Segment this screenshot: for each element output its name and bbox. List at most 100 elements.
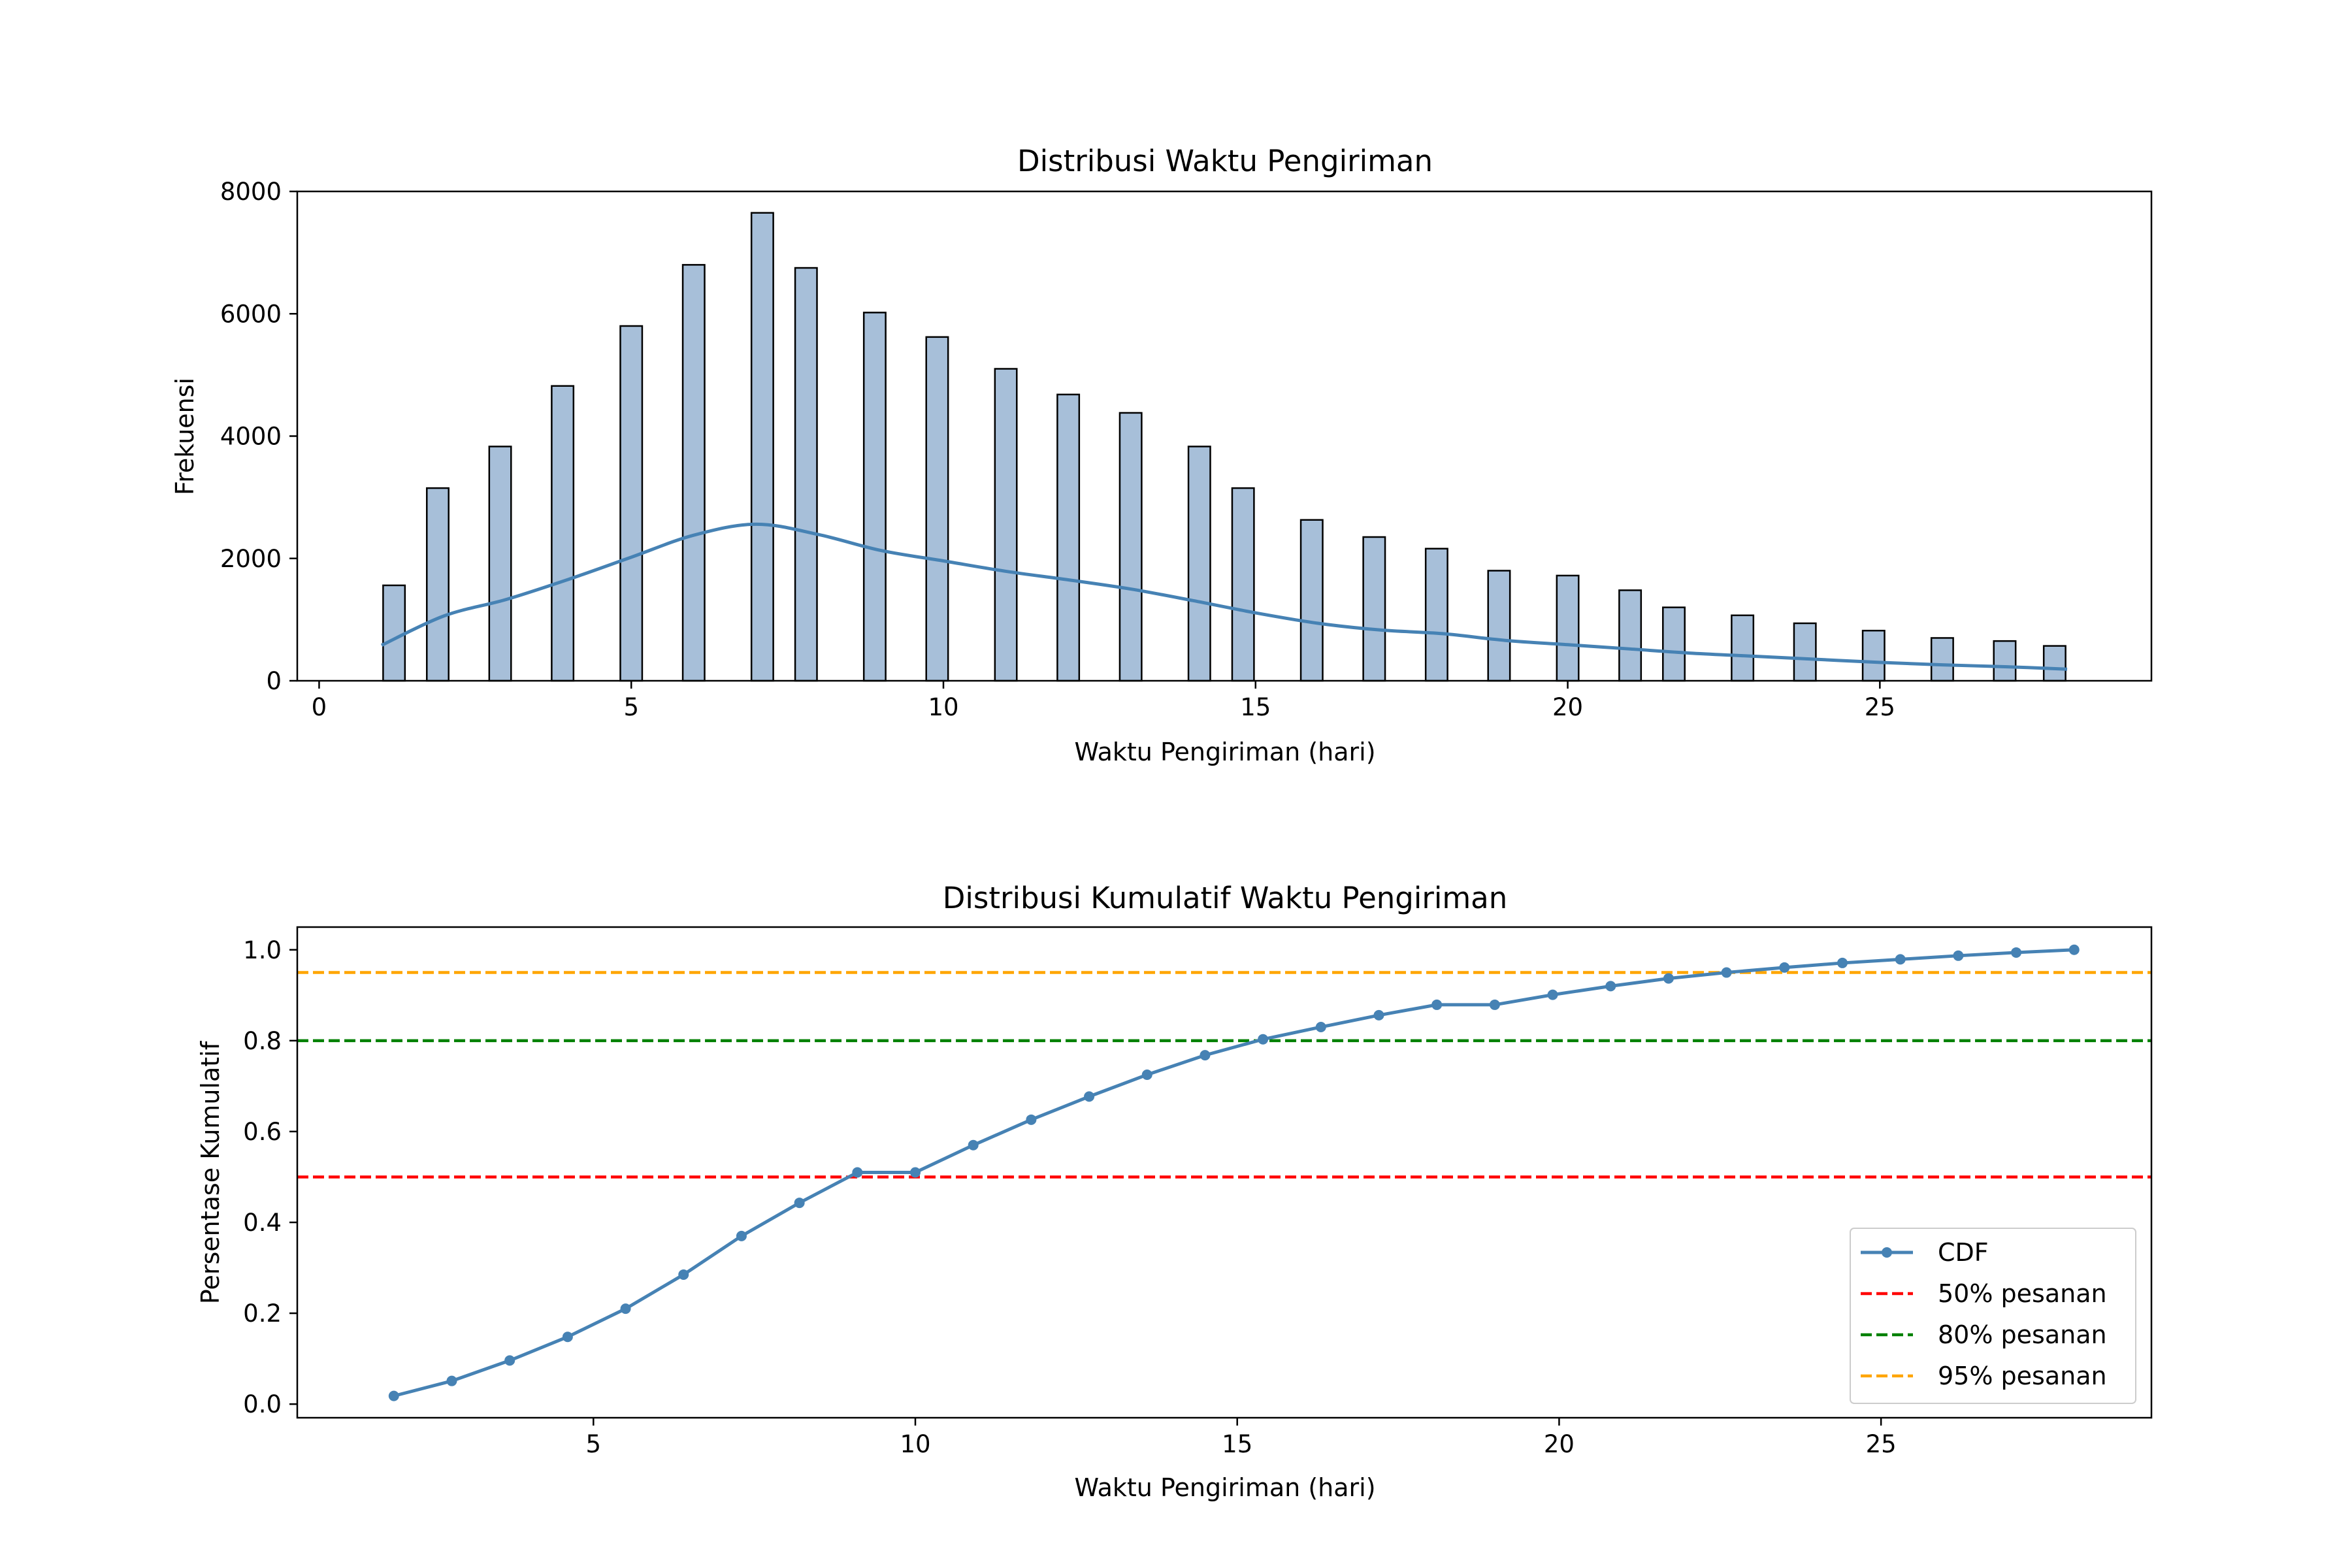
y-tick-label: 6000 [220, 300, 282, 328]
histogram-bar [382, 584, 406, 682]
cdf-title: Distribusi Kumulatif Waktu Pengiriman [943, 881, 1508, 915]
cdf-point [1084, 1091, 1095, 1102]
cdf-point [1663, 973, 1674, 984]
histogram-x-axis-label: Waktu Pengiriman (hari) [1074, 738, 1375, 766]
y-tick-label: 2000 [220, 545, 282, 573]
histogram-bar [1861, 629, 1886, 682]
cdf-point [1315, 1021, 1326, 1032]
cdf-point [1200, 1050, 1211, 1061]
cdf-point [968, 1139, 979, 1151]
cdf-point [1026, 1114, 1037, 1125]
cdf-plot-frame [296, 926, 2153, 1419]
cdf-point [1489, 999, 1500, 1010]
y-tick-label: 8000 [220, 178, 282, 206]
histogram-bar [1231, 487, 1255, 682]
cdf-point [504, 1355, 515, 1366]
y-tick-label: 0.8 [243, 1027, 282, 1055]
cdf-y-ticks: 0.0 0.2 0.4 0.6 0.8 1.0 [243, 936, 297, 1418]
histogram-bar [862, 312, 887, 682]
cdf-point [1837, 957, 1848, 968]
cdf-point [1895, 954, 1906, 965]
cdf-point [562, 1331, 573, 1343]
legend-box [1850, 1228, 2136, 1404]
legend-label: 80% pesanan [1938, 1320, 2107, 1349]
histogram-bar [1556, 574, 1580, 682]
x-tick-label: 25 [1865, 693, 1895, 721]
histogram-bar [2042, 645, 2066, 682]
cdf-x-axis-label: Waktu Pengiriman (hari) [1074, 1473, 1375, 1502]
legend-marker [1882, 1247, 1892, 1258]
cdf-point [1431, 999, 1443, 1010]
histogram-bar [1993, 640, 2017, 682]
histogram-bar [551, 385, 575, 682]
histogram-bar [1299, 519, 1324, 682]
histogram-y-ticks: 0 2000 4000 6000 8000 [220, 178, 297, 695]
x-tick-label: 10 [928, 693, 958, 721]
cdf-point [1141, 1069, 1152, 1080]
histogram-y-axis-label: Frekuensi [171, 378, 199, 495]
x-tick-label: 0 [312, 693, 327, 721]
cdf-point [1605, 981, 1616, 992]
y-tick-label: 1.0 [243, 936, 282, 964]
cdf-point [2068, 944, 2080, 955]
cdf-point [1373, 1009, 1384, 1021]
cdf-point [678, 1269, 689, 1280]
x-tick-label: 20 [1544, 1430, 1575, 1458]
cdf-point [910, 1167, 921, 1178]
cdf-legend: CDF 50% pesanan 80% pesanan 95% pesanan [1850, 1228, 2136, 1404]
histogram-bar [1362, 536, 1386, 682]
histogram-bar [1793, 622, 1817, 682]
kde-curve [380, 522, 2068, 671]
x-tick-label: 15 [1240, 693, 1271, 721]
legend-label: 50% pesanan [1938, 1279, 2107, 1308]
histogram-bar [1930, 637, 1954, 682]
kde-curve-group [380, 522, 2068, 671]
cdf-x-ticks: 5 10 15 20 25 [586, 1418, 1897, 1458]
cdf-point [1547, 989, 1558, 1000]
legend-label: 95% pesanan [1938, 1362, 2107, 1390]
histogram-bar [1487, 570, 1511, 682]
cdf-point [1953, 950, 1964, 961]
x-tick-label: 10 [900, 1430, 930, 1458]
histogram-bar [1731, 614, 1755, 682]
cdf-point [794, 1198, 805, 1209]
cdf-point [1258, 1034, 1269, 1045]
x-tick-label: 5 [586, 1430, 602, 1458]
cdf-point [388, 1390, 399, 1401]
y-tick-label: 0.4 [243, 1209, 282, 1237]
histogram-title: Distribusi Waktu Pengiriman [1017, 144, 1433, 178]
histogram-bar [681, 264, 706, 682]
cdf-point [446, 1375, 457, 1386]
reference-lines [297, 971, 2151, 1179]
cdf-point [736, 1230, 747, 1241]
histogram-bar [426, 487, 449, 682]
histogram-x-ticks: 0 5 10 15 20 25 [312, 681, 1895, 721]
histogram-bar [1662, 606, 1686, 682]
x-tick-label: 25 [1866, 1430, 1897, 1458]
y-tick-label: 0.2 [243, 1299, 282, 1328]
cdf-series [388, 944, 2080, 1401]
cdf-y-axis-label: Persentase Kumulatif [196, 1040, 225, 1304]
histogram-bar [1424, 547, 1448, 682]
histogram-bar [1187, 446, 1211, 682]
histogram-bar [994, 368, 1018, 682]
cdf-panel: Distribusi Kumulatif Waktu Pengiriman 5 1… [196, 881, 2153, 1502]
legend-label: CDF [1938, 1238, 1989, 1267]
histogram-bar [1119, 412, 1143, 682]
y-tick-label: 0.0 [243, 1390, 282, 1418]
histogram-bar [488, 446, 512, 682]
histogram-bar [794, 267, 818, 682]
cdf-point [620, 1303, 631, 1315]
cdf-line [393, 948, 2074, 1398]
cdf-point [1721, 967, 1732, 978]
histogram-bar [925, 336, 949, 682]
x-tick-label: 5 [623, 693, 639, 721]
y-tick-label: 4000 [220, 423, 282, 451]
x-tick-label: 15 [1222, 1430, 1252, 1458]
histogram-bars [382, 212, 2066, 682]
cdf-point [2011, 947, 2022, 958]
cdf-point [1779, 962, 1790, 973]
y-tick-label: 0.6 [243, 1118, 282, 1146]
x-tick-label: 20 [1552, 693, 1583, 721]
